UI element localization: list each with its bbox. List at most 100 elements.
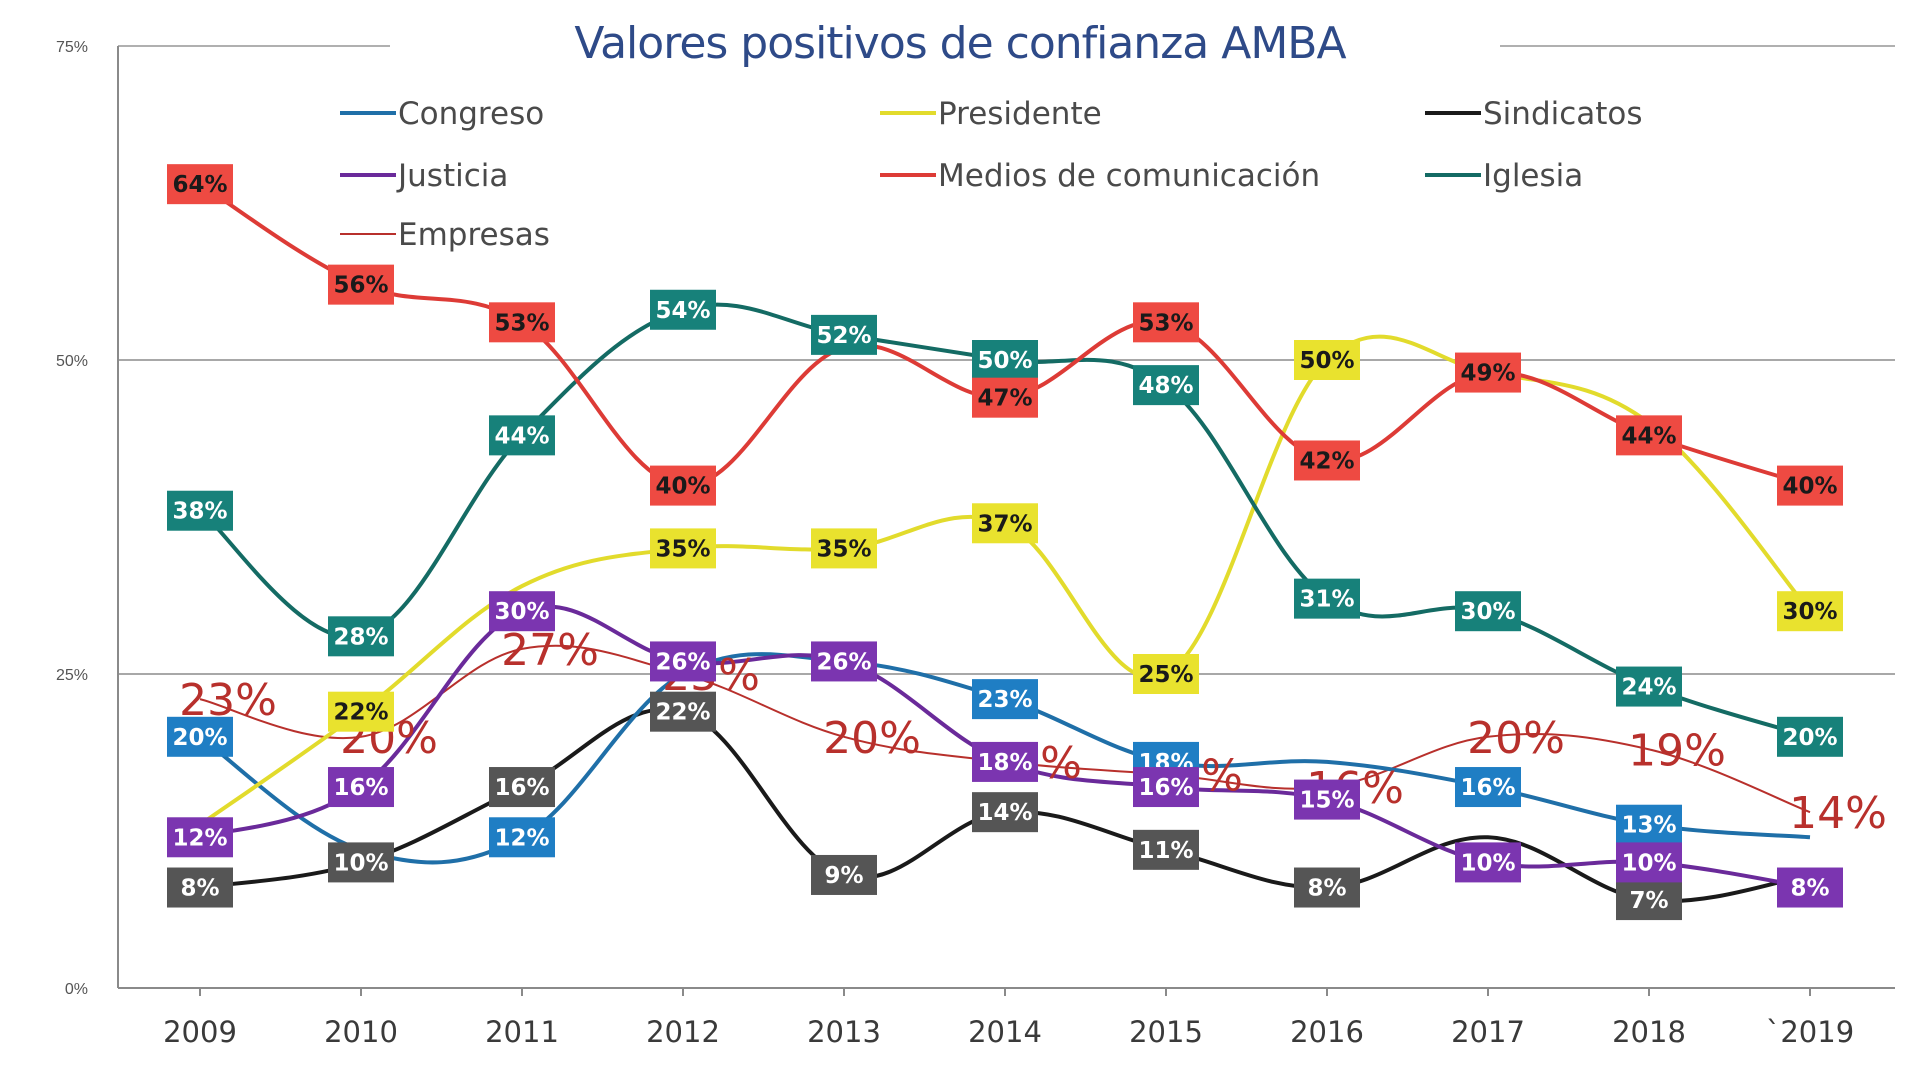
data-label-box (972, 792, 1038, 833)
data-label: 9% (811, 854, 877, 895)
data-label: 8% (167, 867, 233, 908)
data-label-box (489, 415, 555, 456)
data-label: 31% (1294, 578, 1360, 619)
data-label-text: 9% (824, 863, 863, 889)
data-label-box (811, 528, 877, 569)
data-label: 14% (972, 792, 1038, 833)
data-label: 44% (489, 415, 555, 456)
legend-item: Empresas (340, 217, 550, 253)
data-label-box (1616, 804, 1682, 845)
data-label-text: 42% (1299, 448, 1354, 474)
data-label-text: 20% (1782, 725, 1837, 751)
data-label-text: 40% (655, 474, 710, 500)
data-label: 40% (650, 465, 716, 506)
data-label-text: 16% (1460, 775, 1515, 801)
data-label: 56% (328, 264, 394, 305)
data-label-text: 8% (1790, 876, 1829, 902)
data-label-text: 7% (1629, 888, 1668, 914)
data-label: 28% (328, 616, 394, 657)
data-label-text: 10% (1460, 850, 1515, 876)
x-tick-label: 2015 (1129, 1015, 1203, 1049)
data-label-text: 25% (1138, 662, 1193, 688)
data-label: 26% (811, 641, 877, 682)
data-label: 38% (167, 490, 233, 531)
data-label-box (328, 691, 394, 732)
data-label: 52% (811, 314, 877, 355)
data-label: 44% (1616, 415, 1682, 456)
data-label-text: 11% (1138, 838, 1193, 864)
data-label-box (972, 503, 1038, 544)
data-label: 15% (1294, 779, 1360, 820)
x-tick-label: 2016 (1290, 1015, 1364, 1049)
data-label: 20% (823, 713, 921, 764)
data-label-text: 8% (180, 876, 219, 902)
data-label: 30% (1455, 591, 1521, 632)
legend-item: Presidente (880, 96, 1102, 132)
data-label-text: 13% (1621, 813, 1676, 839)
data-label-text: 30% (1782, 599, 1837, 625)
data-label-box (328, 767, 394, 808)
data-label-box (1294, 340, 1360, 380)
data-label-box (1133, 302, 1199, 343)
data-label: 13% (1616, 804, 1682, 845)
data-label-box (972, 340, 1038, 380)
data-label: 16% (1133, 767, 1199, 808)
data-labels: 23%20%27%25%20%18%17%16%20%19%14%8%10%16… (167, 164, 1887, 921)
data-label-text: 31% (1299, 587, 1354, 613)
legend-label: Medios de comunicación (938, 158, 1320, 194)
data-label-box (1616, 415, 1682, 456)
data-label: 25% (1133, 654, 1199, 694)
data-label-box (489, 302, 555, 343)
y-tick-label: 50% (56, 353, 88, 370)
axes: 2009 2010 2011 2012 2013 2014 2015 2016 2017 2018… (117, 46, 1895, 1049)
data-label-text: 30% (494, 599, 549, 625)
data-label: 53% (489, 302, 555, 343)
data-label: 10% (328, 842, 394, 883)
data-label-box (650, 528, 716, 569)
data-label-box (1777, 465, 1843, 506)
data-label-box (167, 716, 233, 757)
data-label-text: 14% (977, 800, 1032, 826)
data-label-box (489, 591, 555, 632)
data-label: 14% (1789, 788, 1887, 839)
data-label: 47% (972, 377, 1038, 418)
x-tick-label: 2014 (968, 1015, 1042, 1049)
data-label-text: 37% (977, 511, 1032, 537)
data-label-box (1616, 842, 1682, 883)
data-label: 12% (167, 817, 233, 858)
data-label: 50% (1294, 340, 1360, 380)
y-tick-label: 75% (56, 39, 88, 56)
legend-label: Empresas (398, 217, 550, 253)
data-label-box (1133, 767, 1199, 808)
x-tick-label: 2012 (646, 1015, 720, 1049)
data-label-box (1294, 578, 1360, 619)
data-label-text: 16% (333, 775, 388, 801)
data-label-box (1777, 591, 1843, 632)
legend-label: Presidente (938, 96, 1102, 132)
data-label-box (1616, 880, 1682, 921)
data-label-box (650, 289, 716, 330)
x-tick-label: 2018 (1612, 1015, 1686, 1049)
data-label-box (650, 691, 716, 732)
data-label: 35% (650, 528, 716, 569)
data-label: 8% (1777, 867, 1843, 908)
data-label: 35% (811, 528, 877, 569)
data-label-box (811, 854, 877, 895)
data-label: 24% (1616, 666, 1682, 707)
data-label: 8% (1294, 867, 1360, 908)
data-label-text: 44% (1621, 423, 1676, 449)
data-label-text: 53% (494, 310, 549, 336)
data-label-text: 47% (977, 386, 1032, 412)
legend-item: Congreso (340, 96, 544, 132)
legend-label: Justicia (396, 158, 508, 194)
x-tick-label: 2017 (1451, 1015, 1525, 1049)
legend: Congreso Presidente Sindicatos Justicia Medi… (340, 96, 1643, 253)
data-label-box (1133, 829, 1199, 870)
data-label: 16% (489, 767, 555, 808)
data-label-box (167, 164, 233, 205)
data-label-box (811, 314, 877, 355)
data-label-text: 64% (172, 172, 227, 198)
data-label-text: 23% (977, 687, 1032, 713)
data-label-text: 28% (333, 624, 388, 650)
data-label-box (1455, 352, 1521, 393)
